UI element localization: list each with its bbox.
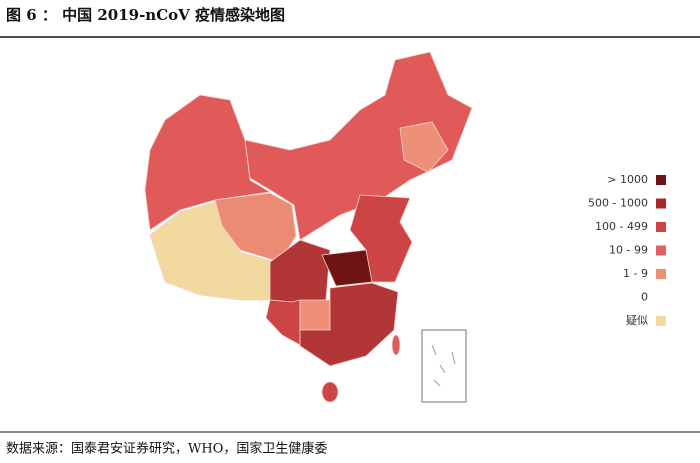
legend-label: 100 - 499 [595,220,648,233]
source-note: 数据来源：国泰君安证券研究，WHO，国家卫生健康委 [6,441,327,457]
legend-label: 0 [641,291,648,304]
legend-swatch [656,198,666,209]
figure-title: 图 6 ： 中国 2019-nCoV 疫情感染地图 [6,6,285,24]
inset-dashes [431,344,456,387]
south-china-sea-inset [421,329,467,403]
province [299,282,399,367]
province [321,381,339,403]
province [265,299,301,346]
legend-label: 1 - 9 [623,267,648,280]
province [244,51,473,241]
legend-swatch [656,222,666,232]
legend-label: 疑似 [626,314,648,327]
province [399,121,449,173]
province [349,194,413,283]
legend-label: 500 - 1000 [588,197,648,210]
province [144,94,272,231]
legend-label: > 1000 [607,173,648,186]
province [299,299,331,331]
legend-swatch [656,245,666,256]
province [321,249,373,287]
china-map [144,51,473,403]
legend-swatch [656,292,666,303]
province [391,334,401,356]
legend: > 1000 500 - 1000 100 - 499 10 - 99 1 - 9 0 疑似 [588,173,666,327]
legend-swatch [656,175,666,185]
legend-label: 10 - 99 [609,244,648,257]
legend-swatch [656,316,666,326]
legend-swatch [656,269,666,279]
